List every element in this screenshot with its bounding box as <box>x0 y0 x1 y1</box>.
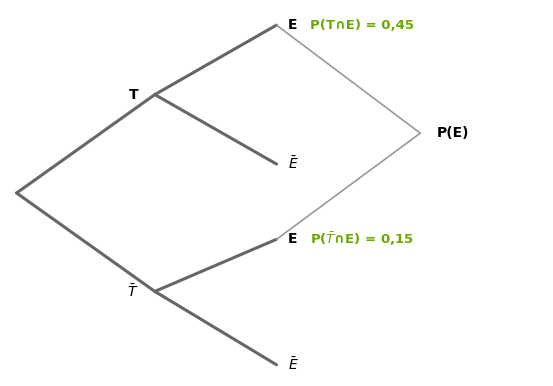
Text: E: E <box>288 232 297 246</box>
Text: P(T∩E) = 0,45: P(T∩E) = 0,45 <box>310 19 414 32</box>
Text: $\bar{E}$: $\bar{E}$ <box>288 156 298 173</box>
Text: E: E <box>288 18 297 32</box>
Text: $\bar{T}$: $\bar{T}$ <box>127 283 138 300</box>
Text: P($\bar{T}$∩E) = 0,15: P($\bar{T}$∩E) = 0,15 <box>310 230 414 248</box>
Text: $\bar{E}$: $\bar{E}$ <box>288 356 298 373</box>
Text: T: T <box>129 88 138 102</box>
Text: P(E): P(E) <box>437 126 469 140</box>
